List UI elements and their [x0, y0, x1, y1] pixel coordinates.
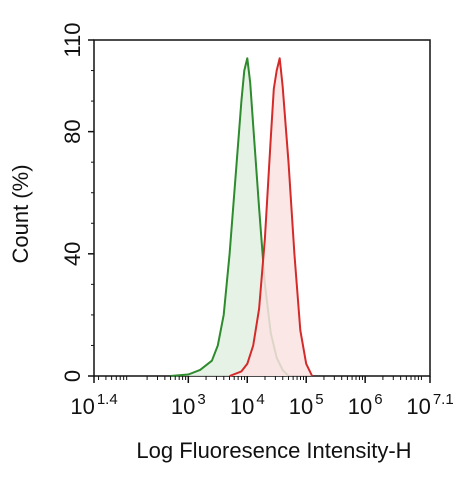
x-axis-ticks: 10 1.4 10 3 10 4 10 5 10 6 10 7.1 [70, 376, 454, 419]
x-tick-label: 10 7.1 [406, 391, 453, 419]
series-2-fill [229, 58, 313, 377]
x-tick-label: 10 6 [348, 391, 383, 419]
y-axis-ticks: 0 40 80 110 [60, 22, 94, 382]
x-tick-label: 10 1.4 [70, 391, 117, 419]
series-layer [170, 57, 314, 377]
x-tick-label: 10 3 [171, 391, 206, 419]
y-tick-label: 40 [60, 242, 85, 266]
x-axis-title: Log Fluoresence Intensity-H [136, 438, 411, 463]
y-tick-label: 110 [60, 22, 85, 57]
x-tick-label: 10 4 [230, 391, 265, 419]
x-tick-label: 10 5 [289, 391, 324, 419]
y-tick-label: 80 [60, 119, 85, 143]
series-1-fill [170, 58, 289, 377]
series-2-line [229, 57, 314, 377]
y-axis-title: Count (%) [8, 164, 33, 263]
y-tick-label: 0 [60, 370, 85, 382]
